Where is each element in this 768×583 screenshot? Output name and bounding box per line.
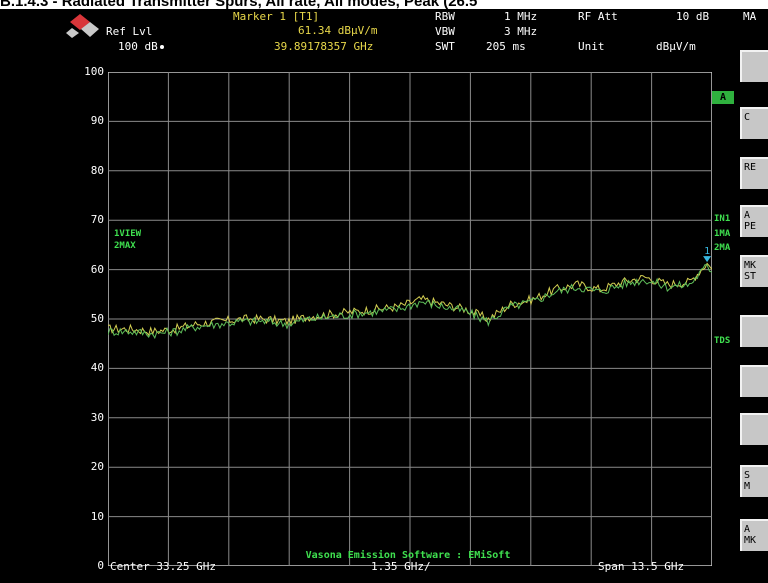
analyzer-screen: Marker 1 [T1] 61.34 dBµV/m 39.89178357 G… xyxy=(0,9,768,583)
figure-caption: B.1.4.3 - Radiated Transmitter Spurs, Al… xyxy=(0,0,478,10)
y-tick-label: 60 xyxy=(90,262,104,276)
rf-att-label: RF Att xyxy=(578,10,618,23)
softkey-button-3[interactable]: RE xyxy=(740,157,768,189)
y-tick-label: 90 xyxy=(90,114,104,128)
rbw-label: RBW xyxy=(435,10,455,23)
tds-label: TDS xyxy=(714,336,731,346)
rf-att-value: 10 dB xyxy=(676,10,710,23)
softkey-button-6[interactable] xyxy=(740,315,768,347)
software-label: Vasona Emission Software : EMiSoft xyxy=(306,549,511,561)
marker-label: Marker 1 [T1] xyxy=(233,10,320,23)
y-tick-label: 50 xyxy=(90,312,104,325)
softkey-label: ST xyxy=(744,271,757,282)
y-tick-label: 70 xyxy=(90,213,104,227)
y-tick-label: 100 xyxy=(84,65,104,78)
y-tick-label: 20 xyxy=(90,460,104,474)
trace-lines xyxy=(108,262,712,340)
softkey-label: RE xyxy=(744,162,757,173)
softkey-label: MK xyxy=(744,260,757,271)
ref-level-value: 100 dB xyxy=(118,40,164,53)
y-tick-label: 80 xyxy=(90,163,104,177)
trace-line-2 xyxy=(108,264,712,340)
trace-label-max: 2MAX xyxy=(114,241,136,251)
marker-triangle xyxy=(703,256,712,263)
softkey-button-5[interactable]: MK ST xyxy=(740,255,768,287)
softkey-button-10[interactable]: A MK xyxy=(740,519,768,551)
softkey-label: C xyxy=(744,112,751,123)
vbw-label: VBW xyxy=(435,25,455,38)
x-div-label: 1.35 GHz/ xyxy=(371,560,431,573)
rbw-value: 1 MHz xyxy=(504,10,538,23)
softkey-button-1[interactable] xyxy=(740,50,768,82)
vbw-value: 3 MHz xyxy=(504,25,538,38)
trace-label-view: 1VIEW xyxy=(114,229,142,239)
marker-1-icon: 1 xyxy=(703,246,712,263)
x-span-label: Span 13.5 GHz xyxy=(598,560,685,573)
y-tick-label: 40 xyxy=(90,361,104,375)
softkey-label: A xyxy=(744,524,751,535)
y-tick-label: 30 xyxy=(90,410,104,424)
softkey-label: MK xyxy=(744,535,757,546)
swt-label: SWT xyxy=(435,40,455,53)
a-badge: A xyxy=(712,91,734,104)
rohde-schwarz-logo-icon xyxy=(66,14,99,38)
x-center-label: Center 33.25 GHz xyxy=(110,560,216,573)
ref-level-label: Ref Lvl xyxy=(106,25,153,38)
softkey-label: M xyxy=(744,481,751,492)
marker-value: 61.34 dBµV/m xyxy=(298,24,378,37)
softkey-button-7[interactable] xyxy=(740,365,768,397)
unit-value: dBµV/m xyxy=(656,40,696,53)
swt-value: 205 ms xyxy=(486,40,526,53)
softkey-button-4[interactable]: A PE xyxy=(740,205,768,237)
ref-level-marker-icon xyxy=(159,45,164,49)
trace-label-1ma: 1MA xyxy=(714,229,731,239)
y-tick-label: 0 xyxy=(97,559,104,572)
ma-label: MA xyxy=(743,10,757,23)
trace-line-1 xyxy=(108,262,712,337)
softkey-button-8[interactable] xyxy=(740,413,768,445)
softkey-button-2[interactable]: C xyxy=(740,107,768,139)
marker-number: 1 xyxy=(704,246,710,257)
softkey-label: S xyxy=(744,470,751,481)
softkey-label: A xyxy=(744,210,751,221)
unit-label: Unit xyxy=(578,40,605,53)
marker-frequency: 39.89178357 GHz xyxy=(274,40,374,53)
trace-label-in1: IN1 xyxy=(714,214,731,224)
trace-label-2ma: 2MA xyxy=(714,243,731,253)
plot-grid xyxy=(108,72,712,566)
spectrum-plot: 1 Vasona Emission Software : EMiSoft xyxy=(108,72,712,566)
softkey-label: PE xyxy=(744,221,757,232)
y-tick-label: 10 xyxy=(90,509,104,523)
